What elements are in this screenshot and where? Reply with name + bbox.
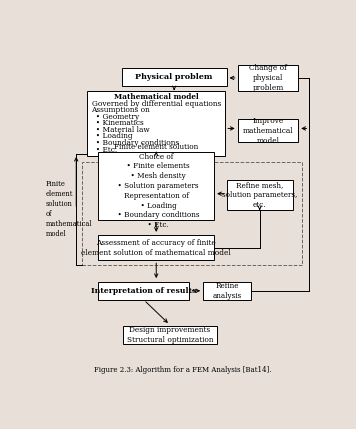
Text: Improve
mathematical
model: Improve mathematical model — [243, 117, 293, 145]
FancyBboxPatch shape — [87, 91, 225, 156]
FancyBboxPatch shape — [98, 236, 214, 260]
FancyBboxPatch shape — [238, 65, 298, 91]
Text: • Loading: • Loading — [91, 133, 133, 140]
Text: Change of
physical
problem: Change of physical problem — [249, 64, 287, 92]
Text: Refine
analysis: Refine analysis — [213, 282, 242, 300]
Text: Mathematical model: Mathematical model — [114, 93, 199, 101]
FancyBboxPatch shape — [227, 180, 293, 210]
FancyBboxPatch shape — [98, 282, 189, 300]
Text: Assumptions on: Assumptions on — [91, 106, 150, 114]
Text: • Material law: • Material law — [91, 126, 150, 134]
Text: Finite
element
solution
of
mathematical
model: Finite element solution of mathematical … — [46, 180, 92, 239]
Text: Design improvements
Structural optimization: Design improvements Structural optimizat… — [127, 326, 213, 344]
FancyBboxPatch shape — [203, 282, 251, 300]
FancyBboxPatch shape — [238, 119, 298, 142]
Text: Finite element solution
Choice of
  • Finite elements
  • Mesh density
  • Solut: Finite element solution Choice of • Fini… — [113, 143, 199, 229]
Text: Interpretation of results: Interpretation of results — [91, 287, 197, 295]
Text: • Etc.: • Etc. — [91, 145, 117, 154]
Text: Assessment of accuracy of finite
element solution of mathematical model: Assessment of accuracy of finite element… — [82, 239, 231, 257]
FancyBboxPatch shape — [122, 68, 227, 86]
Text: • Boundary conditions: • Boundary conditions — [91, 139, 179, 147]
Text: • Geometry: • Geometry — [91, 113, 140, 121]
FancyBboxPatch shape — [123, 326, 217, 344]
Text: Governed by differential equations: Governed by differential equations — [91, 100, 221, 108]
Text: Physical problem: Physical problem — [136, 73, 213, 81]
Text: Refine mesh,
solution parameters,
etc.: Refine mesh, solution parameters, etc. — [222, 181, 297, 209]
Text: • Kinematics: • Kinematics — [91, 119, 144, 127]
Text: Figure 2.3: Algorithm for a FEM Analysis [Bat14].: Figure 2.3: Algorithm for a FEM Analysis… — [94, 366, 271, 374]
FancyBboxPatch shape — [98, 152, 214, 220]
